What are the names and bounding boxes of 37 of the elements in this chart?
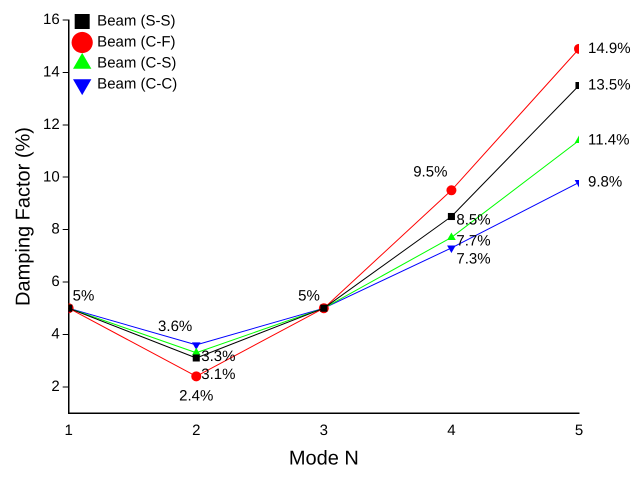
point [446, 185, 456, 196]
point [192, 342, 201, 350]
x-axis-title: Mode N [288, 448, 359, 470]
legend-label: Beam (C-S) [97, 54, 176, 72]
data-label: 13.5% [588, 76, 631, 94]
data-label: 3.1% [201, 366, 236, 383]
point [191, 371, 202, 382]
data-label: 14.9% [588, 40, 631, 57]
y-tick-label: 6 [51, 273, 60, 290]
x-tick-label: 5 [574, 422, 584, 440]
y-tick-label: 14 [42, 64, 60, 81]
x-tick-label: 1 [64, 422, 73, 440]
y-tick-label: 8 [51, 220, 60, 238]
data-label: 3.6% [158, 318, 192, 336]
y-tick-label: 12 [42, 116, 60, 133]
data-label: 5% [298, 287, 320, 304]
legend-label: Beam (C-C) [97, 76, 178, 93]
legend-label: Beam (S-S) [97, 12, 176, 30]
data-label: 2.4% [179, 387, 214, 404]
point [448, 212, 455, 220]
data-label: 9.8% [588, 174, 622, 191]
y-tick-label: 2 [51, 378, 60, 395]
data-label: 11.4% [588, 132, 630, 149]
point [447, 245, 456, 253]
data-label: 9.5% [413, 163, 448, 180]
data-label: 5% [72, 287, 94, 304]
legend-label: Beam (C-F) [97, 34, 176, 51]
y-tick-label: 10 [42, 168, 60, 186]
x-tick-label: 4 [447, 422, 456, 440]
point [192, 354, 200, 362]
data-label: 7.3% [456, 250, 491, 268]
x-tick-label: 3 [320, 422, 328, 440]
y-axis-title: Damping Factor (%) [12, 127, 35, 306]
y-tick-label: 16 [42, 11, 60, 28]
y-tick-label: 4 [51, 326, 60, 343]
x-tick-label: 2 [192, 422, 200, 440]
point [447, 232, 456, 240]
